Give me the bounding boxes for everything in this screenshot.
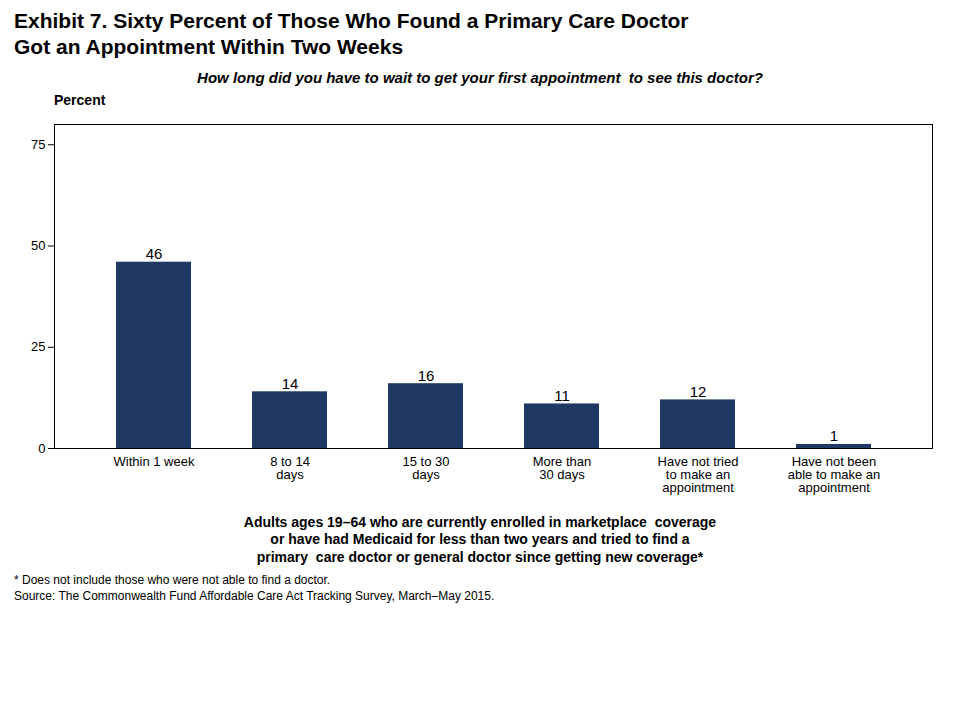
html-text:How long did you have to wait: How long did you have to wait to get you…	[197, 68, 763, 86]
svg-text:1: 1	[830, 427, 838, 444]
svg-text:25: 25	[31, 339, 45, 354]
svg-text:11: 11	[554, 386, 570, 403]
html-text:Source: The Commonwealth Fund: Source: The Commonwealth Fund Affordable…	[14, 589, 495, 604]
svg-text:15 to 30days: 15 to 30days	[403, 453, 450, 481]
html-text:Percent: Percent	[54, 91, 106, 108]
svg-text:12: 12	[690, 382, 707, 399]
svg-text:Within 1 week: Within 1 week	[114, 453, 195, 468]
svg-text:8 to 14days: 8 to 14days	[270, 453, 310, 481]
html-text:* Does not include those who w: * Does not include those who were not ab…	[14, 573, 331, 587]
svg-text:0: 0	[38, 440, 45, 455]
svg-text:Have not beenable to make anap: Have not beenable to make anappointment	[788, 453, 881, 494]
html-text:Exhibit 7. Sixty Percent of Th: Exhibit 7. Sixty Percent of Those Who Fo…	[14, 9, 689, 59]
html-text:Adults ages 19–64 who are curr: Adults ages 19–64 who are currently enro…	[243, 513, 717, 565]
svg-text:16: 16	[418, 366, 435, 383]
svg-text:More than30 days: More than30 days	[533, 453, 592, 481]
svg-text:75: 75	[31, 136, 45, 151]
svg-text:46: 46	[146, 245, 163, 262]
svg-text:50: 50	[31, 238, 45, 253]
svg-text:14: 14	[282, 374, 299, 391]
svg-text:Have not triedto make anappoin: Have not triedto make anappointment	[658, 453, 739, 494]
